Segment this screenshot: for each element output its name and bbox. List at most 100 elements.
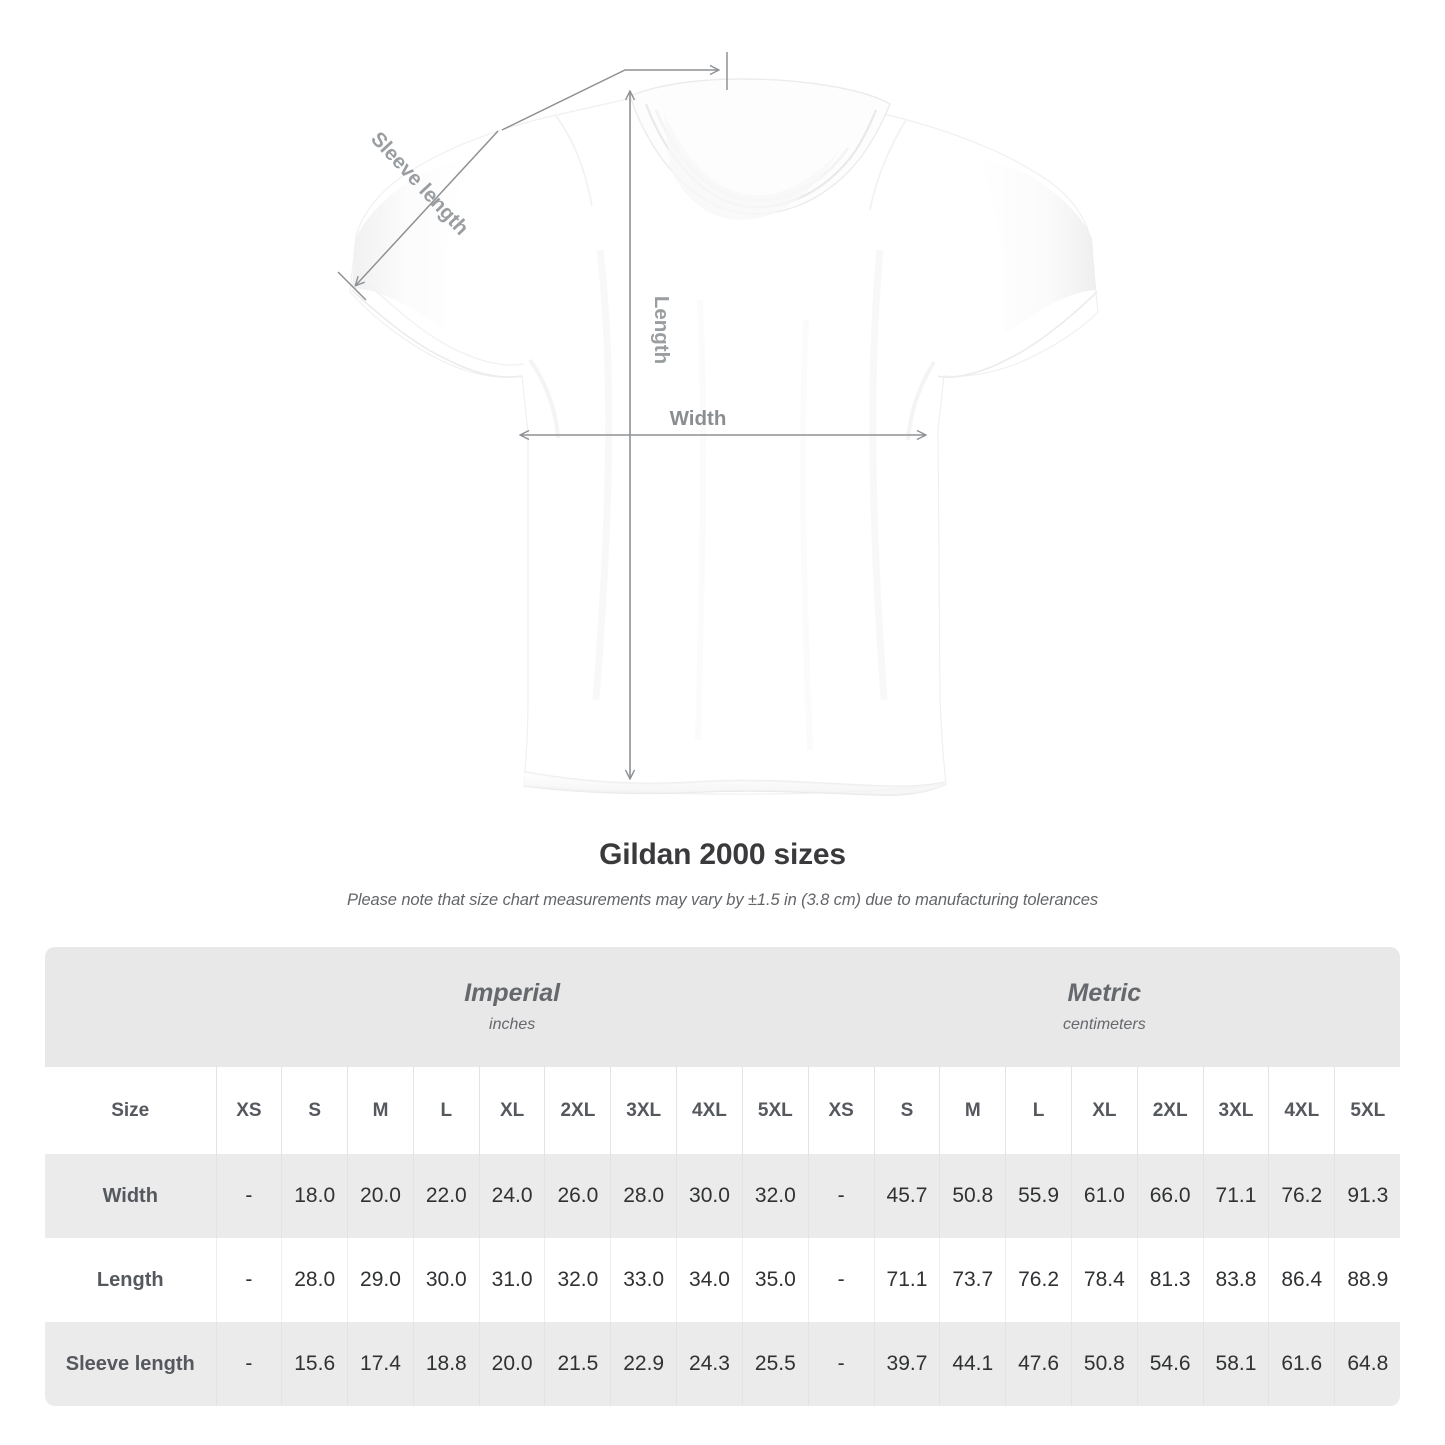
width-imperial-xl: 24.0 [478,1154,545,1238]
unit-group-imperial: Imperial inches [216,947,809,1067]
tshirt-fold-3 [695,299,707,741]
width-imperial-l: 22.0 [412,1154,480,1238]
width-metric-5xl: 91.3 [1334,1154,1401,1238]
size-header-metric-4xl: 4XL [1268,1067,1335,1154]
sleeve-metric-s: 39.7 [873,1322,940,1406]
tshirt-hem-shade [524,772,946,796]
size-header-metric-l: L [1005,1067,1072,1154]
width-imperial-4xl: 30.0 [676,1154,743,1238]
garment-diagram: Sleeve length Length Width [337,52,1099,796]
size-header-metric-xl: XL [1070,1067,1138,1154]
unit-group-metric-sub: centimeters [1063,1016,1146,1034]
tshirt-fold-1 [592,249,613,701]
length-imperial-xs: - [215,1238,282,1322]
width-metric-3xl: 71.1 [1202,1154,1269,1238]
sleeve-length-arrow [356,130,499,285]
width-imperial-2xl: 26.0 [544,1154,611,1238]
unit-group-imperial-name: Imperial [464,978,561,1007]
width-metric-l: 55.9 [1005,1154,1072,1238]
length-imperial-5xl: 35.0 [741,1238,809,1322]
sleeve-imperial-s: 15.6 [281,1322,348,1406]
tshirt-right-sleeve-hem [937,291,1098,379]
size-header-metric-xs: XS [807,1067,875,1154]
size-header-metric-m: M [939,1067,1006,1154]
size-header-label: Size [45,1067,216,1154]
size-header-imperial-l: L [412,1067,480,1154]
size-header-metric-3xl: 3XL [1202,1067,1269,1154]
width-metric-2xl: 66.0 [1136,1154,1204,1238]
size-header-imperial-3xl: 3XL [610,1067,677,1154]
size-header-imperial-s: S [281,1067,348,1154]
table-row-width: Width - 18.0 20.0 22.0 24.0 26.0 28.0 30… [45,1154,1401,1238]
sleeve-imperial-xs: - [215,1322,282,1406]
table-row-sleeve-length: Sleeve length - 15.6 17.4 18.8 20.0 21.5… [45,1322,1401,1406]
unit-group-imperial-sub: inches [489,1016,536,1034]
tshirt-illustration [349,78,1099,796]
sleeve-metric-3xl: 58.1 [1202,1322,1269,1406]
row-label-sleeve-length: Sleeve length [45,1322,216,1406]
width-metric-4xl: 76.2 [1268,1154,1335,1238]
width-label: Width [670,407,727,430]
sleeve-imperial-3xl: 22.9 [610,1322,677,1406]
width-imperial-5xl: 32.0 [741,1154,809,1238]
length-metric-m: 73.7 [939,1238,1006,1322]
sleeve-imperial-l: 18.8 [412,1322,480,1406]
tshirt-left-shoulder-seam [555,115,593,207]
size-header-metric-s: S [873,1067,940,1154]
width-imperial-s: 18.0 [281,1154,348,1238]
sleeve-metric-4xl: 61.6 [1268,1322,1335,1406]
tshirt-right-shoulder-seam [869,119,907,211]
unit-group-metric: Metric centimeters [808,947,1401,1067]
sleeve-length-end-tick [337,271,367,301]
size-header-imperial-2xl: 2XL [544,1067,611,1154]
width-metric-m: 50.8 [939,1154,1006,1238]
unit-band-spacer [45,947,216,1067]
title-block: Gildan 2000 sizes Please note that size … [0,838,1445,910]
length-metric-l: 76.2 [1005,1238,1072,1322]
sleeve-metric-5xl: 64.8 [1334,1322,1401,1406]
tolerance-note: Please note that size chart measurements… [347,891,1098,909]
width-metric-xs: - [807,1154,875,1238]
size-header-imperial-4xl: 4XL [676,1067,743,1154]
length-label: Length [650,296,673,364]
length-imperial-2xl: 32.0 [544,1238,611,1322]
tshirt-left-sleeve-shade [352,156,470,330]
unit-group-metric-name: Metric [1067,978,1142,1007]
sleeve-metric-2xl: 54.6 [1136,1322,1204,1406]
size-header-imperial-5xl: 5XL [741,1067,809,1154]
length-metric-xs: - [807,1238,875,1322]
tshirt-fold-4 [800,319,813,751]
width-imperial-m: 20.0 [347,1154,414,1238]
sleeve-imperial-5xl: 25.5 [741,1322,809,1406]
length-metric-2xl: 81.3 [1136,1238,1204,1322]
width-metric-s: 45.7 [873,1154,940,1238]
length-metric-3xl: 83.8 [1202,1238,1269,1322]
table-row-length: Length - 28.0 29.0 30.0 31.0 32.0 33.0 3… [45,1238,1401,1322]
width-imperial-xs: - [215,1154,282,1238]
tshirt-right-sleeve-shade [978,156,1096,334]
tshirt-left-sleeve-hem [351,289,523,378]
size-header-row: Size XS S M L XL 2XL 3XL 4XL 5XL XS S M … [45,1067,1401,1154]
width-imperial-3xl: 28.0 [610,1154,677,1238]
shoulder-arrow [501,70,718,131]
length-metric-5xl: 88.9 [1334,1238,1401,1322]
sleeve-metric-xs: - [807,1322,875,1406]
length-metric-s: 71.1 [873,1238,940,1322]
sleeve-imperial-m: 17.4 [347,1322,414,1406]
size-chart-table: Imperial inches Metric centimeters Size … [45,947,1401,1406]
unit-group-row: Imperial inches Metric centimeters [45,947,1401,1067]
length-imperial-s: 28.0 [281,1238,348,1322]
sleeve-imperial-2xl: 21.5 [544,1322,611,1406]
width-metric-xl: 61.0 [1070,1154,1138,1238]
tshirt-fold-2 [869,249,888,701]
tshirt-left-sleeve-hem-inner [363,279,525,366]
size-header-imperial-xs: XS [215,1067,282,1154]
sleeve-metric-l: 47.6 [1005,1322,1072,1406]
length-imperial-xl: 31.0 [478,1238,545,1322]
tshirt-neck-opening [664,112,842,221]
sleeve-imperial-xl: 20.0 [478,1322,545,1406]
length-imperial-m: 29.0 [347,1238,414,1322]
size-header-imperial-m: M [347,1067,414,1154]
row-label-width: Width [45,1154,216,1238]
size-header-metric-2xl: 2XL [1136,1067,1204,1154]
